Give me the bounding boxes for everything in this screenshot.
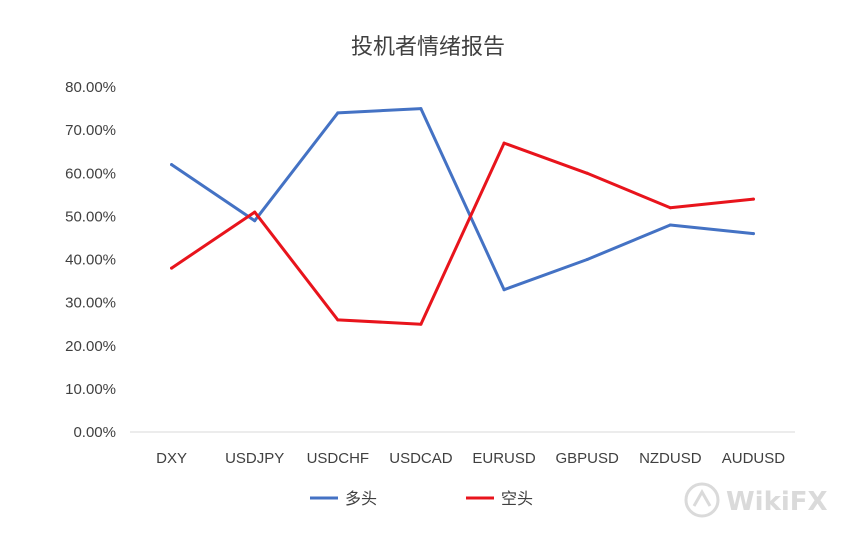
series-2-point: [253, 210, 257, 214]
series-2-point: [668, 206, 672, 210]
series-1-point: [751, 232, 755, 236]
series-2-point: [502, 141, 506, 145]
chart-title: 投机者情绪报告: [351, 35, 505, 60]
x-tick-label: USDJPY: [225, 450, 284, 467]
series-1-point: [253, 219, 257, 223]
series-1-point: [668, 223, 672, 227]
x-tick-label: USDCAD: [389, 450, 453, 467]
y-tick-label: 80.00%: [65, 79, 116, 96]
y-tick-label: 40.00%: [65, 252, 116, 269]
legend-label-2: 空头: [501, 489, 533, 508]
series-2-point: [751, 197, 755, 201]
series-layer: [170, 107, 755, 326]
series-line-2: [170, 141, 755, 326]
legend-label-1: 多头: [345, 489, 377, 508]
x-tick-label: USDCHF: [307, 450, 370, 467]
watermark-text: WikiFX: [726, 487, 828, 517]
series-1-point: [419, 107, 423, 111]
y-tick-label: 10.00%: [65, 381, 116, 398]
series-1-point: [336, 111, 340, 115]
series-2-point: [419, 322, 423, 326]
series-2-point: [170, 266, 174, 270]
wikifx-logo-icon: [684, 482, 720, 518]
x-tick-label: DXY: [156, 450, 187, 467]
series-1-point: [170, 163, 174, 167]
y-tick-label: 50.00%: [65, 208, 116, 225]
series-1-point: [585, 258, 589, 261]
x-tick-label: GBPUSD: [556, 450, 620, 467]
y-tick-label: 60.00%: [65, 165, 116, 182]
series-line-1: [170, 107, 755, 292]
watermark: WikiFX: [684, 482, 828, 518]
series-2-point: [336, 318, 340, 322]
x-tick-label: NZDUSD: [639, 450, 702, 467]
y-tick-label: 20.00%: [65, 338, 116, 355]
y-tick-label: 70.00%: [65, 122, 116, 139]
y-tick-label: 0.00%: [73, 424, 116, 441]
y-axis: 0.00% 10.00% 20.00% 30.00% 40.00% 50.00% 60.00…: [65, 79, 116, 441]
x-tick-label: AUDUSD: [722, 450, 786, 467]
legend: 多头 空头: [310, 489, 533, 508]
series-2-point: [585, 171, 589, 175]
y-tick-label: 30.00%: [65, 295, 116, 312]
x-axis: DXY USDJPY USDCHF USDCAD EURUSD GBPUSD NZDUSD A…: [156, 450, 785, 467]
x-tick-label: EURUSD: [472, 450, 536, 467]
series-1-point: [502, 288, 506, 292]
